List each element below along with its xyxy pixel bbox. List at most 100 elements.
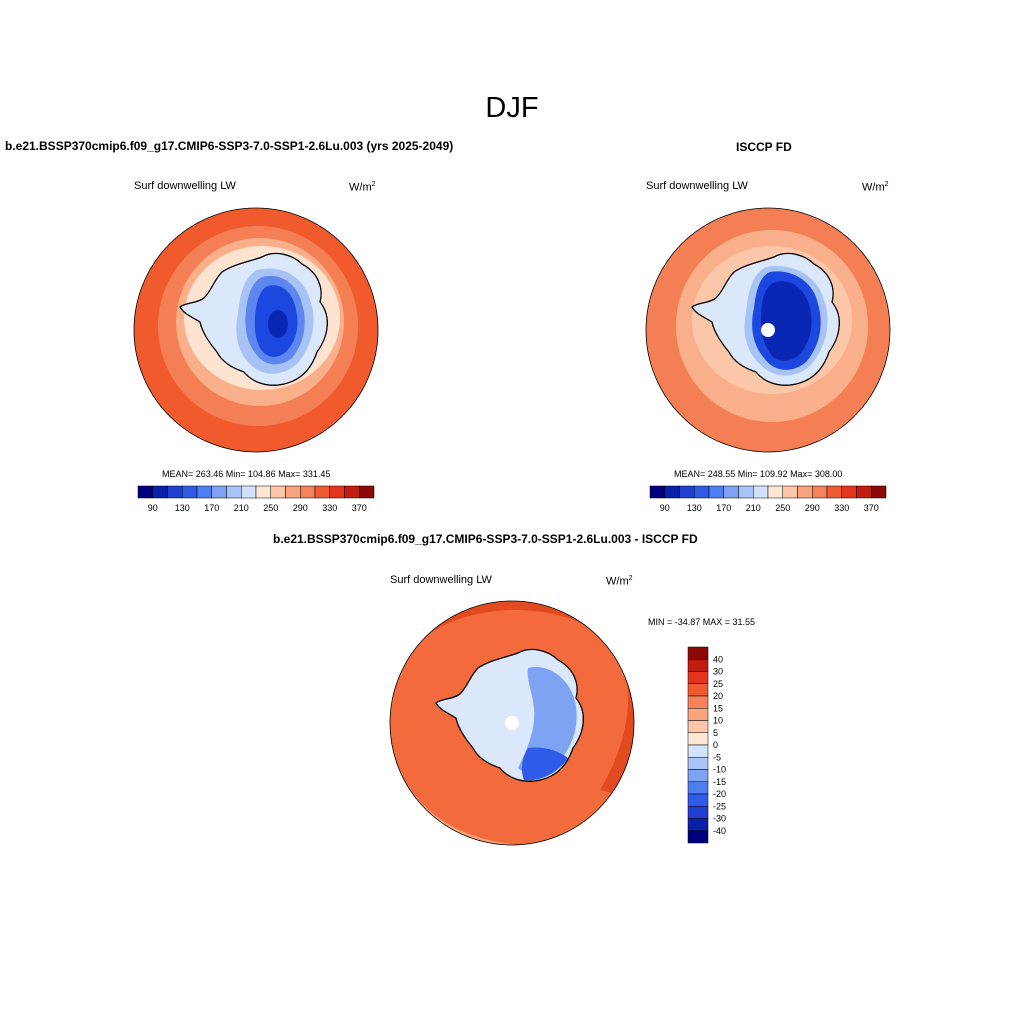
colorbar-tick-label: -15 (713, 777, 726, 787)
colorbar-swatch (344, 485, 360, 499)
colorbar-swatch (196, 485, 212, 499)
panel3-title: b.e21.BSSP370cmip6.f09_g17.CMIP6-SSP3-7.… (273, 532, 698, 546)
colorbar-tick-label: 0 (713, 740, 718, 750)
pole-missing-data (761, 323, 775, 337)
colorbar-swatch (708, 485, 724, 499)
colorbar-swatch (812, 485, 828, 499)
colorbar-swatch (687, 818, 709, 831)
colorbar-swatch (841, 485, 857, 499)
panel1-title: b.e21.BSSP370cmip6.f09_g17.CMIP6-SSP3-7.… (5, 139, 454, 153)
colorbar-tick-label: 370 (864, 503, 879, 513)
colorbar-tick-label: 330 (322, 503, 337, 513)
colorbar-swatch (687, 806, 709, 819)
colorbar-swatch (797, 485, 813, 499)
colorbar-tick-label: -25 (713, 801, 726, 811)
colorbar-tick-label: 370 (352, 503, 367, 513)
colorbar-model: 90 130 170 210 250 290 330 370 (137, 485, 375, 513)
colorbar-tick-label: 210 (746, 503, 761, 513)
colorbar-swatch (359, 485, 375, 499)
panel2-variable: Surf downwelling LW (646, 180, 748, 192)
colorbar-difference: 40 30 25 20 15 10 5 0 -5 -10 -15 -20 -25 -30 -40 (687, 646, 726, 844)
colorbar-swatch (871, 485, 887, 499)
colorbar-swatch (182, 485, 198, 499)
panel2-stats: MEAN= 248.55 Min= 109.92 Max= 308.00 (674, 469, 843, 479)
colorbar-swatch (314, 485, 330, 499)
colorbar-swatch (687, 781, 709, 795)
colorbar-tick-label: 30 (713, 667, 723, 677)
colorbar-swatch (679, 485, 695, 499)
panel1-units: W/m2 (349, 181, 376, 194)
diff-negative-east (518, 667, 577, 774)
colorbar-tick-label: 15 (713, 703, 723, 713)
colorbar-tick-label: 130 (687, 503, 702, 513)
colorbar-swatch (687, 646, 709, 660)
diff-light-band (390, 740, 634, 845)
colorbar-swatch (137, 485, 153, 499)
map-observed-border (645, 207, 891, 453)
colorbar-tick-label: 20 (713, 691, 723, 701)
colorbar-swatch (687, 757, 709, 770)
colorbar-swatch (687, 695, 709, 709)
colorbar-swatch (826, 485, 842, 499)
colorbar-tick-label: -20 (713, 789, 726, 799)
colorbar-swatch (856, 485, 872, 499)
colorbar-tick-label: 170 (204, 503, 219, 513)
colorbar-tick-label: 170 (716, 503, 731, 513)
map-difference-border (389, 600, 635, 846)
colorbar-swatch (767, 485, 783, 499)
ice-deep-contour (760, 281, 812, 361)
colorbar-tick-label: 250 (263, 503, 278, 513)
map-difference (390, 601, 634, 845)
colorbar-tick-label: -30 (713, 814, 726, 824)
colorbar-tick-label: 330 (834, 503, 849, 513)
panel3-stats: MIN = -34.87 MAX = 31.55 (648, 617, 756, 627)
colorbar-swatch (723, 485, 739, 499)
colorbar-swatch (152, 485, 168, 499)
colorbar-swatch (241, 485, 257, 499)
pole-missing-data (505, 716, 519, 730)
colorbar-tick-label: 290 (293, 503, 308, 513)
colorbar-swatch (329, 485, 345, 499)
colorbar-swatch (664, 485, 680, 499)
colorbar-tick-label: -10 (713, 765, 726, 775)
colorbar-swatch (300, 485, 316, 499)
colorbar-tick-label: 90 (660, 503, 670, 513)
colorbar-tick-label: 250 (775, 503, 790, 513)
figure-title: DJF (485, 92, 539, 124)
colorbar-observed: 90 130 170 210 250 290 330 370 (649, 485, 887, 513)
colorbar-swatch (687, 793, 709, 807)
panel2-title: ISCCP FD (736, 140, 792, 154)
colorbar-swatch (270, 485, 286, 499)
colorbar-swatch (687, 769, 709, 782)
colorbar-tick-label: -5 (713, 752, 721, 762)
colorbar-tick-label: 10 (713, 716, 723, 726)
colorbar-swatch (687, 708, 709, 721)
colorbar-swatch (687, 671, 709, 684)
colorbar-swatch (285, 485, 301, 499)
panel1-stats: MEAN= 263.46 Min= 104.86 Max= 331.45 (162, 469, 331, 479)
panel3-units: W/m2 (606, 575, 633, 588)
colorbar-tick-label: 5 (713, 728, 718, 738)
colorbar-swatch (738, 485, 754, 499)
colorbar-tick-label: 40 (713, 654, 723, 664)
colorbar-swatch (255, 485, 271, 499)
panel2-units: W/m2 (862, 181, 889, 194)
colorbar-tick-label: 90 (148, 503, 158, 513)
colorbar-swatch (167, 485, 183, 499)
panel1-variable: Surf downwelling LW (134, 180, 236, 192)
map-model-border (133, 207, 379, 453)
colorbar-swatch (649, 485, 665, 499)
colorbar-swatch (687, 732, 709, 746)
colorbar-swatch (753, 485, 769, 499)
colorbar-swatch (694, 485, 710, 499)
colorbar-swatch (782, 485, 798, 499)
colorbar-swatch (211, 485, 227, 499)
colorbar-tick-label: 25 (713, 679, 723, 689)
colorbar-tick-label: 130 (175, 503, 190, 513)
colorbar-swatch (687, 830, 709, 844)
diff-negative-deep (521, 747, 568, 781)
panel3-variable: Surf downwelling LW (390, 574, 492, 586)
colorbar-swatch (687, 720, 709, 733)
colorbar-tick-label: 210 (234, 503, 249, 513)
